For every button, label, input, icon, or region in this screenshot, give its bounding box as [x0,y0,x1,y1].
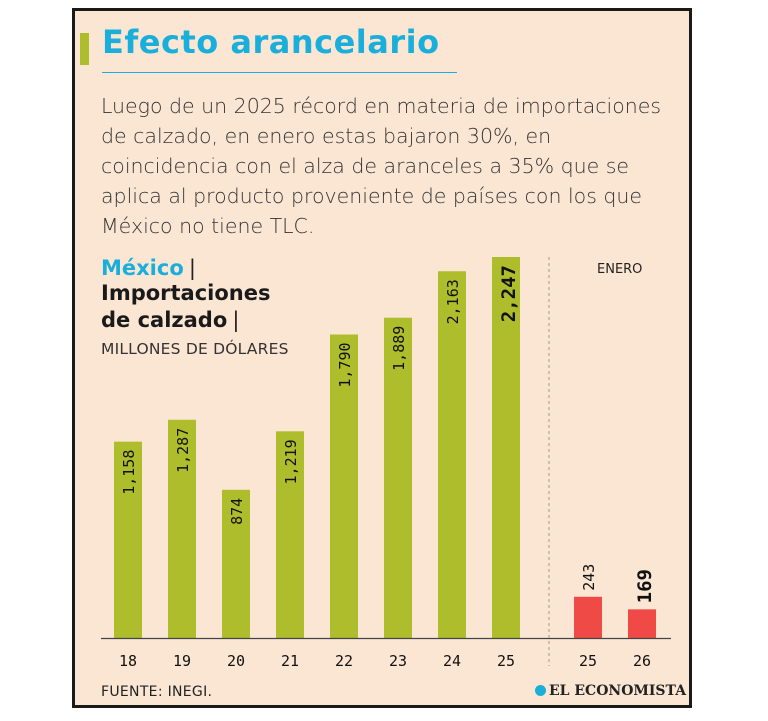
chart-heading: México | Importaciones de calzado | MILL… [101,256,289,358]
country-label: México [101,256,184,280]
annual-bar-23 [384,317,412,638]
annual-tick-label-25: 25 [497,652,515,670]
annual-bar-19 [168,419,196,638]
annual-tick-label-18: 18 [119,652,137,670]
subject-line-2: de calzado [101,308,228,332]
annual-value-label-18: 1,158 [120,450,138,495]
imports-bar-chart: 1,158 18 1,287 19 874 20 1,219 21 1,790 22 1,889 23… [101,257,671,670]
annual-bar-25 [492,257,520,638]
source-note: FUENTE: INEGI. [101,684,213,700]
annual-bar-24 [438,271,466,638]
title-underline [102,72,457,73]
january-bar-26 [628,609,656,638]
annual-tick-label-23: 23 [389,652,407,670]
units-label: MILLONES DE DÓLARES [101,340,289,358]
brand-name: EL ECONOMISTA [549,683,687,699]
january-tick-label-26: 26 [633,652,651,670]
annual-value-label-23: 1,889 [390,326,408,371]
annual-tick-label-21: 21 [281,652,299,670]
annual-bar-22 [330,334,358,638]
annual-tick-label-19: 19 [173,652,191,670]
january-value-label-25: 243 [580,564,598,591]
annual-value-label-24: 2,163 [444,279,462,324]
january-bar-25 [574,596,602,638]
subject-line-1: Importaciones [101,281,271,305]
annual-tick-label-20: 20 [227,652,245,670]
annual-bar-18 [114,441,142,638]
title-accent-bar [80,33,89,65]
annual-value-label-19: 1,287 [174,428,192,473]
annual-value-label-20: 874 [228,498,246,525]
annual-tick-label-22: 22 [335,652,353,670]
separator-pipe: | [188,256,196,280]
brand-logo: EL ECONOMISTA [535,683,686,699]
annual-value-label-21: 1,219 [282,439,300,484]
intro-paragraph: Luego de un 2025 récord en materia de im… [101,94,662,238]
annual-tick-label-24: 24 [443,652,461,670]
january-tick-label-25: 25 [579,652,597,670]
separator-pipe: | [232,308,240,332]
january-period-label: ENERO [597,262,643,277]
january-value-label-26: 169 [634,569,656,603]
annual-value-label-22: 1,790 [336,342,354,387]
annual-bar-21 [276,431,304,638]
brand-icon [535,685,546,696]
annual-value-label-25: 2,247 [498,265,520,322]
infographic-card: Efecto arancelario Luego de un 2025 réco… [72,8,692,708]
annual-bar-20 [222,489,250,638]
infographic-title: Efecto arancelario [102,23,440,61]
